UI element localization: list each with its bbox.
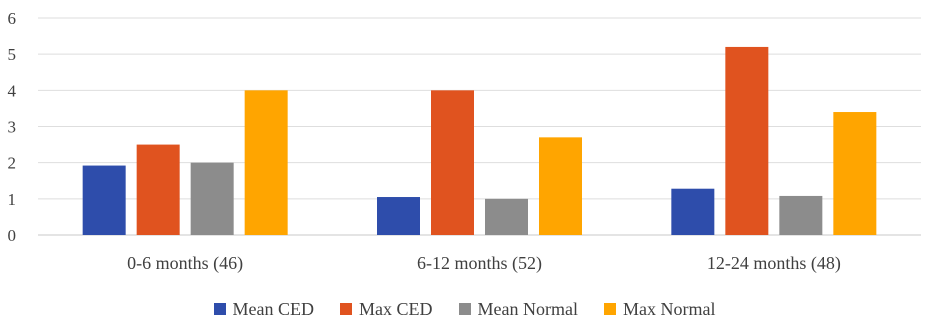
y-tick-label: 4 [8, 81, 17, 100]
legend-item: Mean Normal [458, 298, 578, 320]
bar [136, 144, 180, 235]
x-axis-categories: 0-6 months (46) 6-12 months (52) 12-24 mon… [127, 253, 841, 274]
x-category-label: 0-6 months (46) [127, 253, 243, 274]
y-tick-label: 0 [8, 226, 17, 245]
bar [539, 137, 582, 235]
gridlines [38, 17, 921, 236]
bar [833, 112, 877, 235]
legend: Mean CED Max CED Mean Normal Max Normal [0, 298, 929, 320]
y-tick-label: 2 [8, 154, 17, 173]
legend-swatch [458, 303, 471, 315]
legend-item: Max Normal [603, 298, 716, 320]
bar [190, 162, 234, 235]
x-category-label: 6-12 months (52) [417, 253, 542, 274]
y-tick-label: 3 [8, 118, 17, 137]
legend-swatch [603, 303, 616, 315]
bar [725, 46, 769, 235]
legend-swatch [213, 303, 226, 315]
y-axis-ticks: 0 1 2 3 4 5 6 [8, 9, 17, 245]
bar [485, 198, 528, 235]
y-tick-label: 1 [8, 190, 17, 209]
y-tick-label: 6 [8, 9, 17, 28]
legend-label: Mean Normal [477, 298, 578, 319]
bar [377, 197, 420, 235]
bar [779, 195, 823, 235]
x-category-label: 12-24 months (48) [707, 253, 841, 274]
y-tick-label: 5 [8, 45, 17, 64]
bar-chart: 0 1 2 3 4 5 6 0-6 months (46) 6-12 months (52) 1… [8, 9, 921, 274]
bar [82, 165, 126, 235]
legend-item: Mean CED [213, 298, 315, 320]
bar [671, 188, 715, 235]
bars [82, 46, 877, 235]
bar [431, 90, 474, 235]
legend-label: Max CED [359, 298, 433, 319]
legend-label: Max Normal [622, 298, 716, 319]
bar [244, 90, 288, 235]
legend-swatch [340, 303, 353, 315]
legend-label: Mean CED [232, 298, 315, 319]
legend-item: Max CED [340, 299, 433, 320]
